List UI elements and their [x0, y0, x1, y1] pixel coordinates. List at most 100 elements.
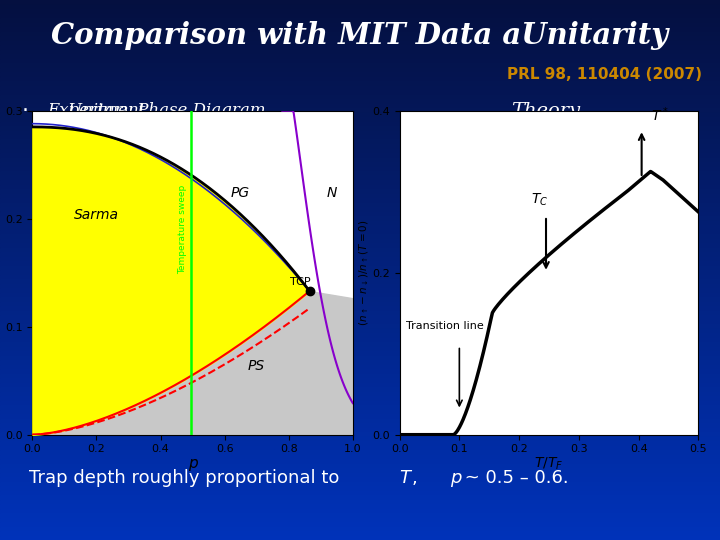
Y-axis label: T/T$_F$: T/T$_F$ [0, 258, 4, 287]
Bar [0, 135, 720, 139]
Bar [0, 364, 720, 369]
Bar [0, 144, 720, 148]
Bar [0, 77, 720, 81]
Text: T: T [400, 469, 410, 487]
Bar [0, 459, 720, 463]
Bar [0, 504, 720, 509]
Y-axis label: $(n_{\uparrow}-n_{\downarrow})/n_{\uparrow}(T=0)$: $(n_{\uparrow}-n_{\downarrow})/n_{\uparr… [358, 219, 371, 326]
Bar [0, 297, 720, 301]
Bar [0, 374, 720, 378]
Bar [0, 45, 720, 50]
Bar [0, 432, 720, 436]
Bar [0, 455, 720, 459]
Bar [0, 27, 720, 31]
Bar [0, 36, 720, 40]
Bar [0, 320, 720, 324]
Bar [0, 293, 720, 297]
Bar [0, 180, 720, 185]
Bar [0, 513, 720, 517]
Bar [0, 247, 720, 252]
X-axis label: $T/T_F$: $T/T_F$ [534, 456, 564, 472]
Bar [0, 31, 720, 36]
Text: ·: · [22, 100, 29, 121]
Bar [0, 396, 720, 401]
Bar [0, 166, 720, 171]
Bar [0, 94, 720, 99]
Bar [0, 234, 720, 239]
Bar [0, 378, 720, 382]
Bar [0, 490, 720, 495]
Bar [0, 409, 720, 414]
Bar [0, 23, 720, 27]
Text: $T_C$: $T_C$ [531, 192, 549, 208]
Bar [0, 72, 720, 77]
Bar [0, 252, 720, 256]
Bar [0, 90, 720, 94]
Bar [0, 81, 720, 85]
Bar [0, 18, 720, 23]
Bar [0, 468, 720, 472]
Text: Experiment: Experiment [47, 102, 145, 119]
Bar [0, 392, 720, 396]
Bar [0, 239, 720, 243]
Bar [0, 414, 720, 418]
Bar [0, 401, 720, 405]
Text: $T^*$: $T^*$ [651, 106, 668, 124]
Bar [0, 126, 720, 131]
Bar [0, 495, 720, 500]
Bar [0, 418, 720, 423]
Bar [0, 189, 720, 193]
Bar [0, 220, 720, 225]
Bar [0, 63, 720, 68]
Bar [0, 428, 720, 432]
Text: ~ 0.5 – 0.6.: ~ 0.5 – 0.6. [459, 469, 569, 487]
Bar [0, 342, 720, 347]
Bar [0, 58, 720, 63]
Text: PRL 98, 110404 (2007): PRL 98, 110404 (2007) [507, 67, 702, 82]
Text: PS: PS [248, 359, 265, 373]
Bar [0, 279, 720, 284]
Bar [0, 9, 720, 14]
Bar [0, 0, 720, 4]
Text: Trap depth roughly proportional to: Trap depth roughly proportional to [29, 469, 345, 487]
Text: Transition line: Transition line [405, 321, 483, 332]
Text: Theory: Theory [511, 102, 580, 120]
Bar [0, 463, 720, 468]
Bar [0, 50, 720, 54]
Bar [0, 230, 720, 234]
Bar [0, 531, 720, 536]
Bar [0, 4, 720, 9]
Bar [0, 212, 720, 216]
Bar [0, 324, 720, 328]
Bar [0, 117, 720, 122]
Bar [0, 306, 720, 310]
Bar [0, 243, 720, 247]
Bar [0, 436, 720, 441]
Bar [0, 99, 720, 104]
Bar [0, 500, 720, 504]
Bar [0, 256, 720, 261]
Bar [0, 450, 720, 455]
Bar [0, 382, 720, 387]
Bar [0, 509, 720, 513]
Bar [0, 14, 720, 18]
Bar [0, 347, 720, 351]
Bar [0, 360, 720, 364]
Bar [0, 54, 720, 58]
Text: Unitary Phase Diagram: Unitary Phase Diagram [68, 102, 266, 119]
Bar [0, 112, 720, 117]
Bar [0, 148, 720, 153]
Bar [0, 122, 720, 126]
Bar [0, 517, 720, 522]
Bar [0, 441, 720, 445]
Bar [0, 68, 720, 72]
Bar [0, 472, 720, 477]
Bar [0, 139, 720, 144]
Bar [0, 198, 720, 202]
Bar [0, 104, 720, 108]
Text: Comparison with MIT Data aUnitarity: Comparison with MIT Data aUnitarity [51, 21, 669, 50]
Bar [0, 338, 720, 342]
Text: TCP: TCP [290, 276, 311, 287]
Bar [0, 85, 720, 90]
Bar [0, 310, 720, 315]
